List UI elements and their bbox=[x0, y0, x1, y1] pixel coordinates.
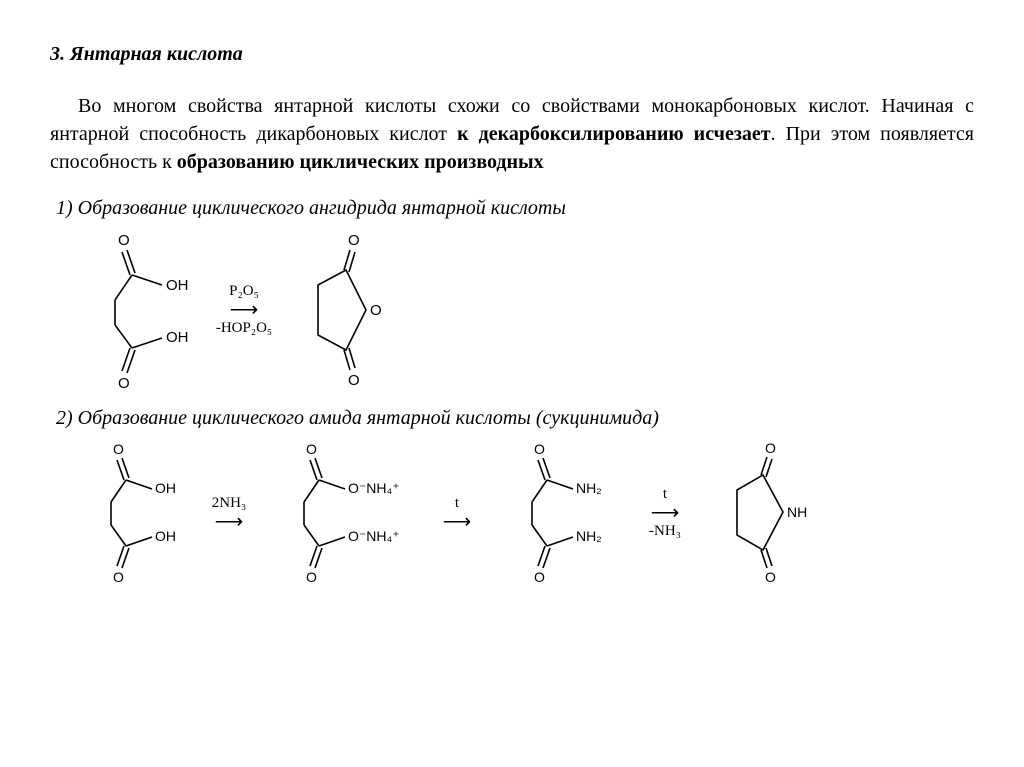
label-o: O bbox=[765, 440, 776, 456]
succinic-acid-structure-2: O OH OH O bbox=[80, 440, 185, 585]
label-oh: OH bbox=[166, 277, 189, 294]
succinamide-structure: O NH₂ NH₂ O bbox=[501, 440, 621, 585]
subheading-2: 2) Образование циклического амида янтарн… bbox=[56, 404, 974, 432]
arrow-icon: ⟶ bbox=[651, 503, 680, 523]
label-oh: OH bbox=[166, 329, 189, 346]
label-o: O bbox=[765, 569, 776, 585]
label-o: O bbox=[113, 569, 124, 585]
label-o: O bbox=[306, 441, 317, 457]
arrow-byproduct: -HOP₂O₅ bbox=[216, 318, 272, 339]
label-nh2: NH₂ bbox=[576, 480, 602, 496]
label-onh4: O⁻NH₄⁺ bbox=[348, 528, 400, 544]
arrow-icon: ⟶ bbox=[230, 300, 259, 320]
label-o: O bbox=[306, 569, 317, 585]
label-nh2: NH₂ bbox=[576, 528, 602, 544]
label-o: O bbox=[113, 441, 124, 457]
label-o: O bbox=[348, 372, 360, 389]
subheading-1: 1) Образование циклического ангидрида ян… bbox=[56, 194, 974, 222]
reaction-1: O OH OH O P₂O₅ ⟶ -HOP₂O₅ O O O bbox=[80, 230, 974, 390]
label-o: O bbox=[118, 232, 130, 249]
para-bold-2: образованию циклических производных bbox=[177, 151, 544, 173]
label-o: O bbox=[118, 375, 130, 390]
arrow-icon: ⟶ bbox=[215, 512, 244, 532]
diammonium-succinate-structure: O O⁻NH₄⁺ O⁻NH₄⁺ O bbox=[273, 440, 413, 585]
label-o: O bbox=[534, 569, 545, 585]
label-oh: OH bbox=[155, 480, 176, 496]
reaction-arrow-2b: t ⟶ bbox=[427, 493, 487, 532]
reaction-arrow-2c: t ⟶ -NH₃ bbox=[635, 484, 695, 542]
succinic-anhydride-structure: O O O bbox=[288, 230, 388, 390]
reaction-arrow-1: P₂O₅ ⟶ -HOP₂O₅ bbox=[214, 281, 274, 339]
label-o: O bbox=[534, 441, 545, 457]
succinic-acid-structure: O OH OH O bbox=[80, 230, 200, 390]
label-nh: NH bbox=[787, 504, 807, 520]
arrow-byproduct: -NH₃ bbox=[649, 521, 681, 542]
label-o: O bbox=[348, 232, 360, 249]
reaction-arrow-2a: 2NH₃ ⟶ bbox=[199, 493, 259, 532]
section-title: 3. Янтарная кислота bbox=[50, 40, 974, 68]
arrow-icon: ⟶ bbox=[443, 512, 472, 532]
reaction-2: O OH OH O 2NH₃ ⟶ O O⁻NH₄⁺ O⁻NH₄⁺ O t ⟶ bbox=[80, 440, 974, 585]
para-bold-1: к декарбоксилированию исчезает bbox=[457, 123, 771, 145]
intro-paragraph: Во многом свойства янтарной кислоты схож… bbox=[50, 92, 974, 176]
succinimide-structure: O NH O bbox=[709, 440, 819, 585]
label-onh4: O⁻NH₄⁺ bbox=[348, 480, 400, 496]
label-oh: OH bbox=[155, 528, 176, 544]
label-o: O bbox=[370, 302, 382, 319]
